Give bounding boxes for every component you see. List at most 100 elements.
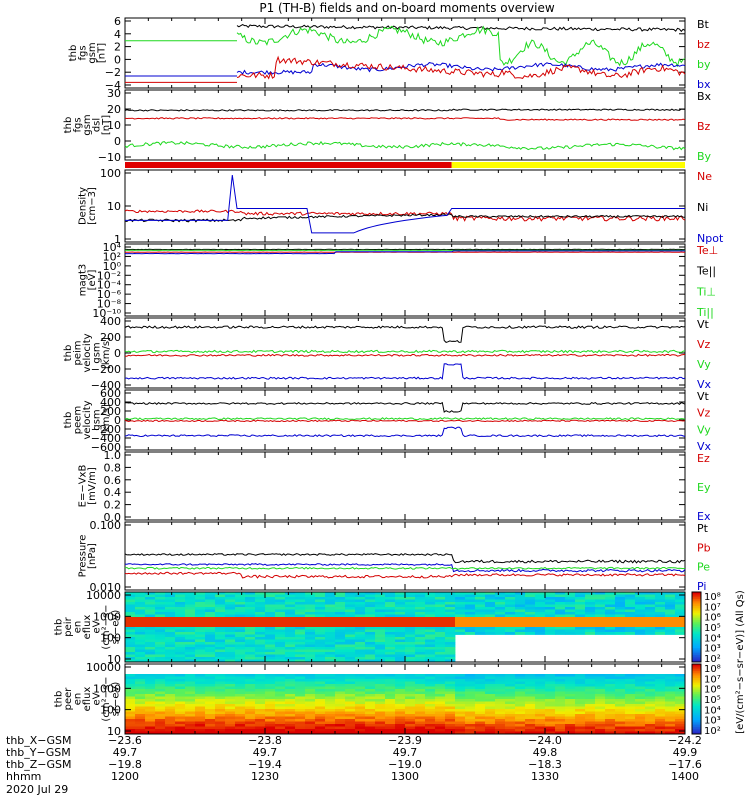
peer-spectrogram-cell (435, 716, 446, 720)
peir-spectrogram-cell (135, 597, 146, 600)
peer-spectrogram-cell (255, 719, 266, 722)
pressure-ytick-label: 0.010 (90, 581, 122, 594)
peer-spectrogram-cell (475, 674, 486, 677)
peir-spectrogram-cell (325, 627, 336, 630)
peir-spectrogram-cell (385, 627, 396, 630)
peir-spectrogram-cell (265, 649, 276, 653)
peir-spectrogram-cell (355, 599, 366, 603)
peir-spectrogram-cell (665, 604, 676, 608)
peir-spectrogram-cell (365, 629, 376, 633)
peer-spectrogram-cell (125, 691, 136, 695)
peir-spectrogram-cell (495, 592, 506, 595)
peer-spectrogram-cell (295, 686, 306, 690)
peer-spectrogram-cell (565, 689, 576, 692)
peer-spectrogram-cell (315, 699, 326, 702)
peir-spectrogram-cell (275, 634, 286, 638)
peer-spectrogram-cell (665, 706, 676, 710)
peir-spectrogram-cell (295, 637, 306, 640)
peer-spectrogram-cell (325, 706, 336, 710)
peer-spectrogram-cell (605, 691, 616, 695)
peer-spectrogram-cell (605, 679, 616, 682)
peir-spectrogram-cell (405, 634, 416, 638)
peer-spectrogram-ytick-label: 10000 (86, 661, 121, 674)
peir-spectrogram-cell (375, 602, 386, 605)
peir-spectrogram-cell (465, 624, 476, 628)
peir-spectrogram-cell (375, 617, 386, 620)
peir-spectrogram-cell (315, 632, 326, 635)
peer-spectrogram-cell (315, 706, 326, 710)
peir-spectrogram-cell (655, 602, 666, 605)
peer-spectrogram-cell (205, 681, 216, 685)
peir-spectrogram-cell (555, 624, 566, 628)
peir-spectrogram-cell (515, 594, 526, 598)
efield-ytick-label: 1.0 (104, 449, 122, 462)
peer-spectrogram-cell (575, 709, 586, 712)
peer-spectrogram-cell (595, 706, 606, 710)
peir-spectrogram-cell (595, 609, 606, 613)
peir-spectrogram-cell (455, 594, 466, 598)
peer-spectrogram-cell (375, 714, 386, 717)
peer-spectrogram-cell (455, 674, 466, 677)
peer-spectrogram-cell (435, 704, 446, 707)
peir-spectrogram-cell (275, 627, 286, 630)
peer-spectrogram-cell (325, 679, 336, 682)
peir-spectrogram-cell (535, 627, 546, 630)
peer-spectrogram-cell (455, 716, 466, 720)
x-axis-tick-y_gsm: 49.7 (393, 746, 418, 759)
peer-spectrogram-cell (485, 709, 496, 712)
peir-spectrogram-cell (555, 604, 566, 608)
peer-spectrogram-cell (515, 689, 526, 692)
peir-spectrogram-cell (145, 657, 156, 660)
peer-spectrogram-cell (675, 699, 686, 702)
peir-spectrogram-cell (635, 607, 646, 610)
peir-spectrogram-cell (345, 594, 356, 598)
peer-spectrogram-cell (135, 681, 146, 685)
peer-spectrogram-ylabel: sr−eV) (111, 682, 122, 717)
peer-spectrogram-cell (145, 731, 156, 735)
peir-spectrogram-cell (525, 594, 536, 598)
peer-spectrogram-cell (185, 694, 196, 697)
peer-spectrogram-cell (335, 699, 346, 702)
peer-spectrogram-cell (635, 681, 646, 685)
peir-spectrogram-cell (415, 639, 426, 643)
peem-ytick-label: −600 (91, 441, 121, 454)
peer-spectrogram-cell (405, 679, 416, 682)
peir-spectrogram-cell (285, 624, 296, 628)
peer-spectrogram-cell (645, 701, 656, 705)
peir-spectrogram-cell (325, 597, 336, 600)
peem-ytick-label: −200 (91, 423, 121, 436)
peir-spectrogram-cell (455, 602, 466, 605)
peer-spectrogram-cell (395, 731, 406, 735)
peer-spectrogram-cell (235, 696, 246, 700)
peir-spectrogram-cell (295, 622, 306, 625)
peer-spectrogram-cell (245, 689, 256, 692)
peer-spectrogram-cell (305, 679, 316, 682)
peer-spectrogram-cell (525, 689, 536, 692)
peer-spectrogram-cell (135, 674, 146, 677)
peer-spectrogram-cell (655, 686, 666, 690)
peer-spectrogram-cell (545, 711, 556, 715)
peer-spectrogram-cell (345, 674, 356, 677)
peir-spectrogram-cell (205, 657, 216, 660)
peir-spectrogram-cell (605, 614, 616, 618)
efield-ytick-label: 0.8 (104, 461, 122, 474)
peir-spectrogram-cell (295, 592, 306, 595)
peir-spectrogram-cell (235, 619, 246, 623)
peir-spectrogram-cell (195, 632, 206, 635)
peir-spectrogram-cell (255, 622, 266, 625)
peer-spectrogram-cell (385, 679, 396, 682)
peir-spectrogram-cell (425, 644, 436, 648)
peer-spectrogram-cell (465, 711, 476, 715)
peer-spectrogram-cell (575, 711, 586, 715)
peer-spectrogram-cell (475, 729, 486, 732)
peem-legend-3: Vx (697, 440, 712, 453)
peir-spectrogram-cell (455, 612, 466, 615)
peer-spectrogram-cell (665, 694, 676, 697)
peir-spectrogram-cell (475, 627, 486, 630)
peer-spectrogram-cell (395, 701, 406, 705)
peir-spectrogram-cell (475, 592, 486, 595)
peir-spectrogram-cell (275, 617, 286, 620)
peir-spectrogram-cell (205, 602, 216, 605)
peer-spectrogram-cell (325, 719, 336, 722)
colorbar-peir-cell (692, 635, 701, 638)
